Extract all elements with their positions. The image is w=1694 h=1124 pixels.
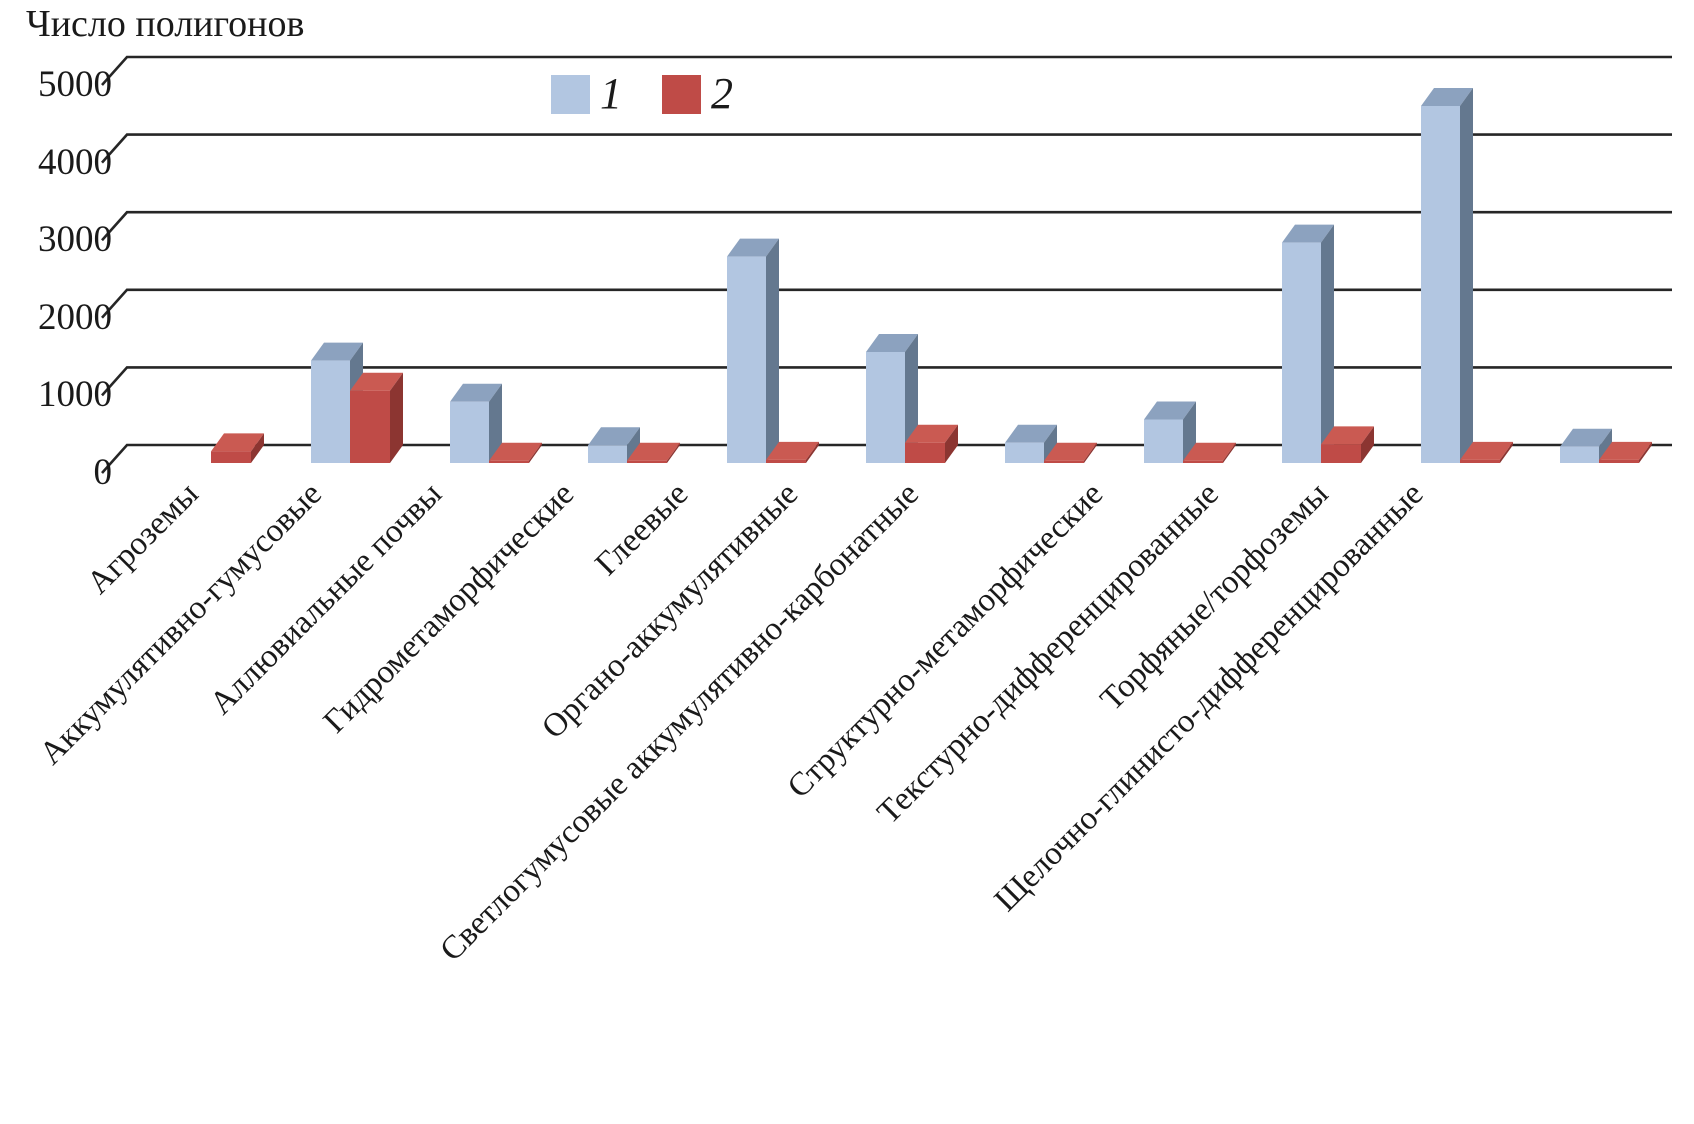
bar-s2-c4-top [766, 441, 819, 460]
bar-s1-c10-side [1599, 428, 1612, 463]
y-tick-label-4000: 4000 [38, 141, 112, 183]
bar-s1-c7-front [1144, 419, 1183, 463]
bar-s2-c7-top [1183, 442, 1236, 461]
gridline-1000 [101, 366, 1672, 397]
gridline-5000 [101, 55, 1672, 86]
legend-label-series1: 1 [600, 69, 622, 118]
bar-s1-c1-top [311, 342, 363, 361]
bar-s1-c9-side [1460, 88, 1473, 463]
bar-s2-c7-front [1183, 460, 1223, 463]
bar-s2-c3-front [627, 460, 667, 463]
bar-s2-c1-top [350, 372, 403, 391]
y-tick-label-3000: 3000 [38, 219, 112, 261]
bar-s2-c5-top [905, 424, 958, 443]
bar-s2-c1-front [350, 390, 390, 463]
bar-s2-c0-front [211, 451, 251, 463]
bar-s1-c5-front [866, 352, 905, 463]
bar-s2-c10-front [1599, 459, 1639, 463]
bar-s2-c0-top [211, 433, 264, 452]
bar-s2-c5-side [945, 424, 958, 463]
bar-s1-c6-top [1005, 424, 1057, 443]
bar-s1-c6-front [1005, 442, 1044, 463]
gridline-4000 [101, 133, 1672, 164]
y-tick-label-5000: 5000 [38, 64, 112, 105]
bar-s2-c8-top [1321, 426, 1374, 445]
bar-s1-c10-top [1560, 428, 1612, 447]
legend-label-series2: 2 [711, 69, 733, 118]
bar-s2-c8-front [1321, 444, 1361, 463]
bar-s1-c3-front [588, 445, 627, 463]
bar-s2-c10-side [1639, 441, 1652, 463]
bar-s1-c2-side [489, 383, 502, 463]
bar-s2-c2-top [489, 442, 542, 461]
legend-swatch-series1 [551, 74, 590, 114]
bar-s2-c3-side [667, 442, 680, 463]
legend: 1 2 [551, 72, 773, 116]
legend-item-series1: 1 [551, 72, 622, 116]
bar-s2-c6-side [1084, 442, 1097, 463]
bar-s2-c6-top [1044, 442, 1097, 461]
gridline-2000 [101, 288, 1672, 319]
bar-s2-c1-side [390, 372, 403, 463]
bar-s1-c5-top [866, 334, 918, 352]
bar-s1-c10-front [1560, 446, 1599, 463]
bar-s2-c3-top [627, 442, 680, 461]
bar-s2-c8-side [1361, 426, 1374, 463]
bar-s1-c2-front [450, 401, 489, 463]
legend-swatch-series2 [662, 74, 701, 114]
bar-s1-c7-top [1144, 401, 1196, 420]
bar-s2-c9-side [1500, 441, 1513, 463]
bar-s1-c6-side [1044, 424, 1057, 463]
bar-s2-c6-front [1044, 460, 1084, 463]
gridline-3000 [101, 210, 1672, 242]
legend-item-series2: 2 [662, 72, 733, 116]
bar-s1-c4-side [766, 238, 779, 463]
bar-s2-c7-side [1223, 442, 1236, 463]
bar-s1-c9-top [1421, 88, 1473, 106]
bar-s1-c3-top [588, 427, 640, 446]
bar-s1-c4-front [727, 256, 766, 463]
bar-s1-c8-top [1282, 224, 1334, 243]
y-axis-title: Число полигонов [26, 3, 305, 45]
bar-s2-c4-front [766, 459, 806, 463]
bar-s1-c2-top [450, 383, 502, 402]
bar-s1-c1-front [311, 360, 350, 463]
bar-s2-c5-front [905, 442, 945, 463]
bar-s1-c4-top [727, 238, 779, 257]
bar-s1-c8-side [1321, 224, 1334, 463]
bar-s2-c0-side [251, 433, 264, 463]
bar-s2-c4-side [806, 441, 819, 463]
bar-s2-c10-top [1599, 441, 1652, 460]
y-tick-label-1000: 1000 [38, 374, 112, 416]
bar-s1-c3-side [627, 427, 640, 463]
y-tick-label-2000: 2000 [38, 296, 112, 338]
bar-s2-c2-front [489, 460, 529, 463]
y-tick-label-0: 0 [93, 452, 113, 493]
bar-s2-c9-top [1460, 441, 1513, 460]
bar-s2-c2-side [529, 442, 542, 463]
bar-s2-c9-front [1460, 459, 1500, 463]
bar-s1-c9-front [1421, 106, 1460, 463]
bar-s1-c8-front [1282, 242, 1321, 463]
